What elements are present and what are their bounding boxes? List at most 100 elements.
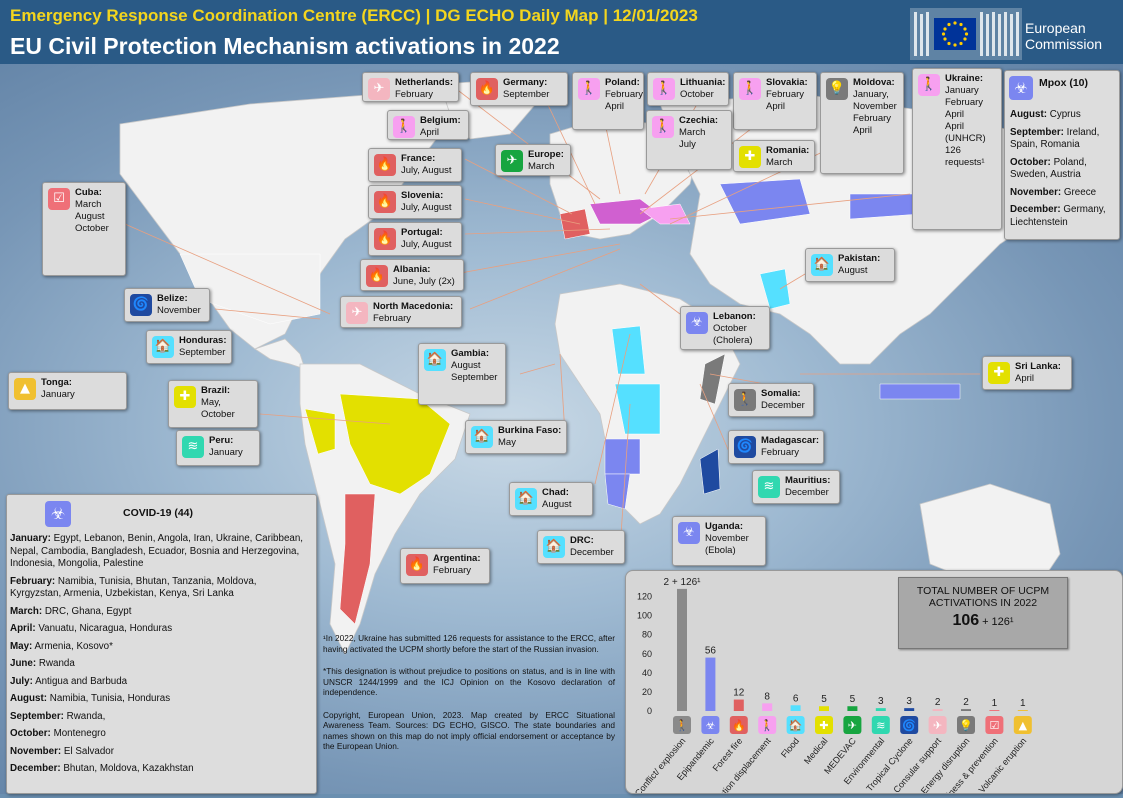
covid-row: October: Montenegro	[10, 728, 106, 739]
callout-activation-date: January	[209, 447, 243, 458]
callout-country-name: Slovenia:	[401, 190, 444, 201]
argentina-fill	[339, 493, 376, 625]
callout-portugal: 🔥 Portugal: July, August	[368, 222, 462, 256]
callout-activation-date: November	[705, 533, 749, 544]
callout-pakistan: 🏠 Pakistan: August	[805, 248, 895, 282]
mpox-list: August: Cyprus September: Ireland, Spain…	[1010, 109, 1118, 234]
callout-country-name: Peru:	[209, 435, 234, 446]
callout-activation-date: September	[451, 372, 498, 383]
callout-activation-date: June, July (2x)	[393, 276, 455, 287]
category-icon: ☣	[705, 719, 715, 732]
callout-activation-date: March	[528, 161, 555, 172]
callout-srilanka: ✚ Sri Lanka: April	[982, 356, 1072, 390]
callout-activation-date: requests¹	[945, 157, 985, 168]
preparedness-icon: ☑	[48, 188, 70, 210]
callout-lebanon: ☣ Lebanon: October (Cholera)	[680, 306, 770, 350]
callout-country-name: France:	[401, 153, 436, 164]
callout-activation-date: September	[503, 89, 550, 100]
flood-icon: 🏠	[471, 426, 493, 448]
bar-value-label: 12	[733, 688, 745, 699]
category-icon: ✚	[819, 719, 828, 732]
y-tick-label: 80	[642, 630, 652, 640]
callout-country-name: Romania:	[766, 145, 810, 156]
bar	[961, 709, 971, 711]
category-icon-bg	[928, 716, 947, 734]
mpox-row: November: Greece	[1010, 186, 1097, 198]
bar-value-label: 5	[821, 694, 827, 705]
callout-activation-date: March	[766, 157, 793, 168]
callout-activation-date: December	[570, 547, 614, 558]
y-tick-label: 0	[647, 706, 652, 716]
callout-ukraine: 🚶 Ukraine: January February April April (UNHCR…	[912, 68, 1002, 230]
european-commission-label: European Commission	[1025, 20, 1103, 52]
callout-germany: 🔥 Germany: September	[470, 72, 568, 106]
angola-fill	[604, 438, 641, 475]
callout-belgium: 🚶 Belgium: April	[387, 110, 469, 140]
total-value: 106	[952, 612, 980, 629]
callout-country-name: Belgium:	[420, 115, 461, 126]
flood-icon: 🏠	[543, 536, 565, 558]
bar	[733, 699, 744, 711]
displacement-icon: 🚶	[653, 78, 675, 100]
callout-activation-date: February	[761, 447, 800, 458]
callout-activation-date: March	[679, 127, 706, 138]
covid-row: August: Namibia, Tunisia, Honduras	[10, 693, 171, 704]
callout-activation-date: July, August	[401, 202, 452, 213]
mpox-row: December: Germany, Liechtenstein	[1010, 204, 1106, 228]
bar	[904, 708, 915, 711]
callout-uganda: ☣ Uganda: November (Ebola)	[672, 516, 766, 566]
callout-activation-date: April	[1015, 373, 1035, 384]
category-icon-bg	[900, 716, 919, 734]
callout-mauritius: ≋ Mauritius: December	[752, 470, 840, 504]
category-icon: ✈	[848, 719, 857, 732]
callout-activation-date: April	[945, 121, 965, 132]
bar-value-label: 6	[793, 693, 799, 704]
callout-activation-date: July, August	[401, 239, 452, 250]
callout-activation-date: October	[75, 223, 109, 234]
callout-netherlands: ✈ Netherlands: February	[362, 72, 459, 102]
callout-activation-date: August	[542, 499, 572, 510]
bar-value-label: 1	[1020, 698, 1026, 709]
callout-peru: ≋ Peru: January	[176, 430, 260, 466]
bar	[819, 706, 829, 711]
footnote-kosovo: *This designation is without prejudice t…	[323, 666, 615, 697]
callout-activation-date: April	[766, 101, 786, 112]
covid-row: January: Egypt, Lebanon, Benin, Angola, …	[10, 533, 304, 569]
callout-tonga: ▲ Tonga: January	[8, 372, 127, 410]
total-suffix: + 126¹	[982, 616, 1014, 628]
callout-north-macedonia: ✈ North Macedonia: February	[340, 296, 462, 328]
callout-slovakia: 🚶 Slovakia: February April	[733, 72, 817, 130]
category-icon: 🚶	[760, 719, 774, 732]
callout-country-name: Somalia:	[761, 388, 801, 399]
mpox-panel: ☣ Mpox (10) August: Cyprus September: Ir…	[1004, 70, 1120, 240]
callout-activation-date: September	[179, 347, 226, 358]
callout-country-name: Tonga:	[41, 377, 72, 388]
callout-country-name: Germany:	[503, 77, 548, 88]
callout-activation-date: February	[766, 89, 805, 100]
mpox-title: Mpox (10)	[1039, 77, 1089, 89]
bar-value-label: 3	[906, 696, 912, 707]
callout-activation-date: April	[605, 101, 625, 112]
category-icon: 🚶	[675, 719, 689, 732]
medical-icon: ✚	[988, 362, 1010, 384]
y-tick-label: 100	[637, 611, 652, 621]
bar	[989, 710, 1000, 711]
bar	[847, 706, 858, 711]
france-fill	[559, 208, 591, 240]
displacement-icon: 🚶	[652, 116, 674, 138]
covid-row: December: Bhutan, Moldova, Kazakhstan	[10, 763, 194, 774]
category-icon: ≋	[876, 719, 885, 732]
callout-country-name: Pakistan:	[838, 253, 881, 264]
callout-activation-date: February	[853, 113, 892, 124]
callout-activation-date: July, August	[401, 165, 452, 176]
callout-activation-date: (Cholera)	[713, 335, 753, 346]
bar-value-label: 3	[878, 696, 884, 707]
callout-activation-date: December	[785, 487, 829, 498]
category-icon: 🔥	[732, 719, 746, 732]
callout-czechia: 🚶 Czechia: March July	[646, 110, 732, 170]
callout-country-name: Madagascar:	[761, 435, 820, 446]
callout-argentina: 🔥 Argentina: February	[400, 548, 490, 584]
y-tick-label: 120	[637, 592, 652, 602]
flood-icon: 🏠	[811, 254, 833, 276]
total-label-line1: TOTAL NUMBER OF UCPM	[916, 585, 1050, 597]
